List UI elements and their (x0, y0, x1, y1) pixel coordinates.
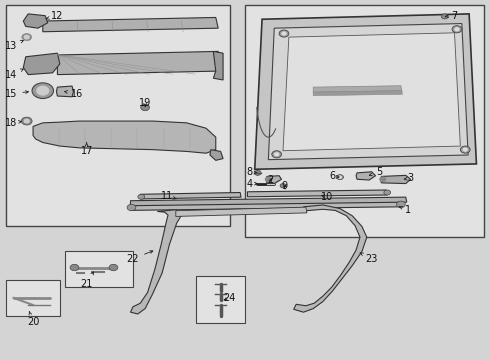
Text: 15: 15 (5, 89, 28, 99)
Text: 7: 7 (445, 11, 458, 21)
Circle shape (275, 153, 279, 156)
Polygon shape (176, 207, 307, 216)
Polygon shape (213, 51, 223, 80)
Circle shape (32, 83, 53, 99)
Polygon shape (294, 205, 367, 312)
Polygon shape (255, 14, 476, 169)
Circle shape (384, 190, 391, 195)
Circle shape (254, 170, 261, 175)
Polygon shape (130, 210, 182, 314)
Circle shape (337, 175, 343, 180)
Polygon shape (210, 150, 223, 160)
Text: 17: 17 (80, 143, 93, 156)
Circle shape (127, 204, 136, 211)
Text: 20: 20 (27, 312, 39, 327)
Polygon shape (269, 23, 468, 159)
Text: 14: 14 (5, 69, 24, 80)
Polygon shape (356, 172, 375, 180)
Circle shape (138, 194, 145, 199)
Circle shape (380, 177, 386, 181)
Circle shape (396, 201, 405, 207)
Polygon shape (313, 91, 402, 96)
Text: 10: 10 (321, 192, 333, 202)
Circle shape (463, 148, 467, 151)
Text: 16: 16 (65, 89, 83, 99)
Polygon shape (247, 190, 387, 197)
Text: 13: 13 (5, 40, 24, 51)
Text: 8: 8 (247, 167, 257, 177)
Text: 23: 23 (360, 253, 378, 264)
Bar (6, 5, 230, 226)
Text: 12: 12 (46, 12, 64, 21)
Text: 24: 24 (223, 293, 236, 303)
Polygon shape (283, 33, 460, 151)
Text: 1: 1 (399, 204, 411, 215)
Circle shape (280, 184, 286, 188)
Text: 4: 4 (247, 179, 257, 189)
Circle shape (460, 146, 470, 153)
Circle shape (282, 32, 286, 35)
Text: 6: 6 (330, 171, 339, 181)
Text: 2: 2 (268, 175, 274, 185)
Circle shape (272, 151, 282, 158)
Polygon shape (380, 175, 411, 184)
Circle shape (37, 86, 49, 95)
Circle shape (279, 30, 289, 37)
Circle shape (22, 117, 32, 125)
Circle shape (452, 26, 462, 33)
Circle shape (109, 264, 118, 271)
Polygon shape (130, 197, 407, 206)
Bar (196, 276, 245, 323)
Polygon shape (24, 53, 60, 75)
Text: 3: 3 (404, 173, 414, 183)
Circle shape (339, 176, 342, 178)
Text: 5: 5 (369, 167, 382, 177)
Polygon shape (140, 193, 241, 199)
Circle shape (24, 119, 29, 123)
Polygon shape (57, 51, 221, 75)
Bar (65, 251, 133, 287)
Text: 22: 22 (127, 251, 153, 264)
Polygon shape (24, 14, 48, 28)
Circle shape (70, 264, 79, 271)
Text: 19: 19 (139, 98, 151, 108)
Circle shape (455, 28, 459, 31)
Circle shape (441, 14, 448, 19)
Polygon shape (130, 202, 403, 210)
Polygon shape (266, 176, 282, 184)
Text: 21: 21 (80, 272, 94, 289)
Polygon shape (56, 86, 74, 97)
Circle shape (141, 104, 149, 111)
Circle shape (24, 35, 29, 39)
Circle shape (266, 177, 271, 181)
Circle shape (22, 33, 31, 41)
Polygon shape (33, 121, 216, 153)
Polygon shape (43, 18, 218, 32)
Bar (245, 5, 484, 237)
Text: 9: 9 (281, 181, 287, 192)
Bar (6, 280, 60, 316)
Text: 18: 18 (5, 118, 22, 128)
Text: 11: 11 (161, 191, 176, 201)
Polygon shape (313, 86, 402, 92)
